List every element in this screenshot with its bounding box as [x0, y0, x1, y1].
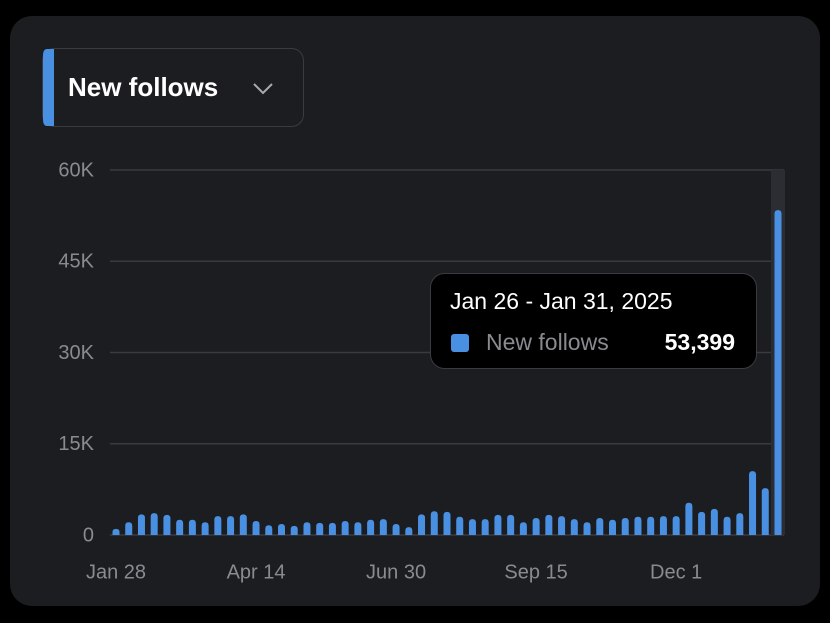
bar: [252, 521, 260, 535]
bar: [710, 508, 718, 535]
bar: [468, 519, 476, 535]
bar: [761, 488, 769, 535]
selector[interactable]: New follows: [42, 48, 304, 127]
tooltip-box: [430, 273, 757, 369]
bar: [430, 511, 438, 535]
bar: [303, 522, 311, 535]
bar: [443, 511, 451, 535]
bar: [532, 517, 540, 535]
bar: [749, 471, 757, 535]
tooltip-swatch: [451, 334, 469, 352]
bar: [354, 522, 362, 535]
selector-box[interactable]: [42, 48, 304, 127]
bar: [112, 528, 120, 535]
card: [10, 16, 820, 606]
bar: [507, 514, 515, 535]
bar: [201, 522, 209, 535]
bar: [214, 516, 222, 535]
x-tick-label: Jan 28: [86, 561, 146, 583]
y-tick-label: 0: [83, 524, 94, 546]
bar: [367, 519, 375, 535]
bar: [239, 514, 247, 535]
bar: [418, 514, 426, 535]
bar: [545, 514, 553, 535]
bar: [227, 516, 235, 535]
bar: [150, 513, 158, 535]
y-tick-label: 60K: [58, 159, 94, 181]
bar: [328, 522, 336, 535]
bar: [137, 514, 145, 535]
bar: [736, 513, 744, 535]
bar: [519, 522, 527, 535]
x-tick-label: Jun 30: [366, 561, 426, 583]
x-tick-label: Dec 1: [650, 561, 702, 583]
selector-label[interactable]: New follows: [68, 72, 218, 102]
bar: [570, 519, 578, 535]
bar: [672, 516, 680, 535]
y-tick-label: 45K: [58, 251, 94, 273]
bar: [125, 522, 133, 535]
bar: [316, 522, 324, 535]
bar: [481, 519, 489, 535]
tooltip: Jan 26 - Jan 31, 2025 New follows 53,399: [430, 273, 757, 369]
bar: [405, 527, 413, 535]
selector-accent: [43, 49, 54, 126]
tooltip-title: Jan 26 - Jan 31, 2025: [450, 288, 673, 314]
bar: [456, 516, 464, 535]
bar: [685, 502, 693, 535]
tooltip-series: New follows: [486, 329, 609, 355]
bar: [392, 524, 400, 535]
bar: [647, 516, 655, 535]
y-tick-label: 15K: [58, 433, 94, 455]
bar: [774, 210, 782, 536]
bar: [278, 524, 285, 535]
bar: [698, 511, 706, 535]
bar: [609, 519, 616, 535]
bar: [290, 525, 298, 535]
bar: [188, 519, 196, 535]
bar: [659, 516, 667, 535]
bar: [379, 519, 387, 535]
bar: [621, 517, 629, 535]
y-tick-label: 30K: [58, 342, 94, 364]
x-tick-label: Sep 15: [504, 561, 567, 583]
chevron: [253, 83, 273, 95]
bar: [163, 514, 171, 535]
bar: [596, 517, 604, 535]
bar: [723, 516, 731, 535]
bar: [634, 516, 642, 535]
bar: [265, 525, 273, 535]
bar: [341, 521, 349, 535]
bar: [583, 522, 591, 535]
bar: [494, 514, 502, 535]
bar: [558, 516, 566, 535]
x-tick-label: Apr 14: [227, 561, 286, 583]
tooltip-value: 53,399: [665, 329, 735, 355]
bar: [176, 519, 184, 535]
